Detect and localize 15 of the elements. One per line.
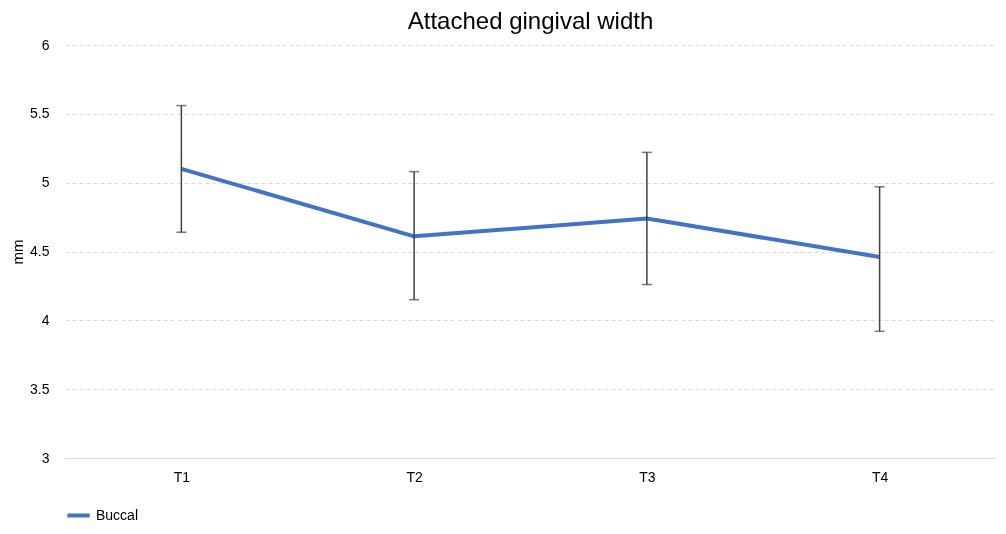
y-tick-label: 4.5	[30, 243, 50, 259]
x-tick-label: T3	[639, 468, 656, 485]
chart-title: Attached gingival width	[407, 7, 654, 34]
y-tick-label: 5	[41, 174, 50, 191]
y-tick-label: 3	[41, 449, 50, 466]
legend-label: Buccal	[96, 506, 139, 523]
x-tick-label: T2	[406, 468, 423, 485]
y-axis-title: mm	[9, 239, 27, 265]
y-tick-label: 4	[41, 311, 50, 328]
x-tick-label: T1	[173, 468, 191, 485]
line-series	[179, 166, 882, 260]
y-tick-label: 3.5	[30, 380, 50, 397]
y-tick-label: 6	[41, 36, 50, 53]
y-tick-label: 5.5	[30, 105, 50, 122]
x-tick-label: T4	[871, 468, 889, 485]
